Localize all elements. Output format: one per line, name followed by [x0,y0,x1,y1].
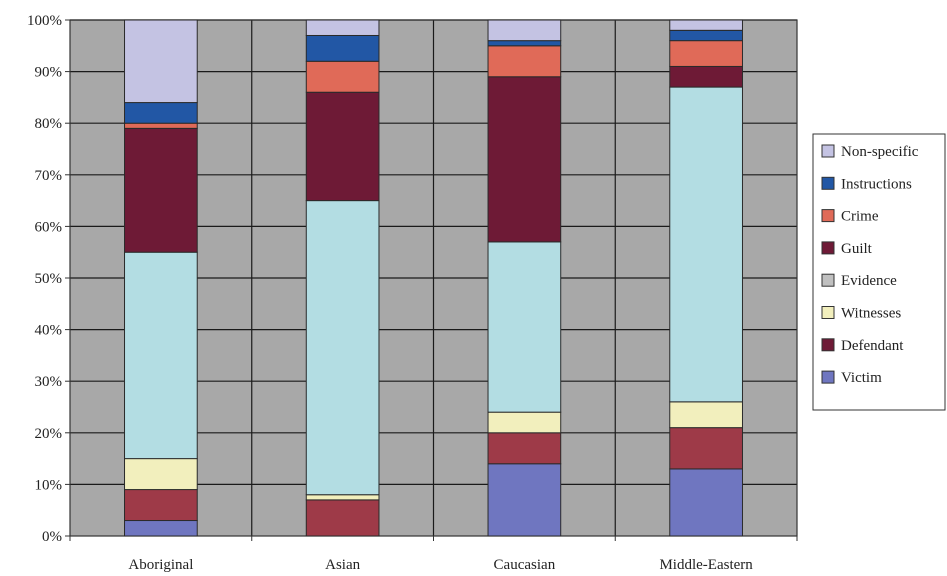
y-tick-label: 50% [35,271,63,287]
y-tick-label: 20% [35,426,63,442]
bar-segment-victim-caucasian [487,463,562,537]
bar-segment-defendant-asian [305,499,380,537]
bar-segment-guilt-aboriginal [124,127,198,253]
legend-label-witnesses: Witnesses [841,306,901,322]
y-tick-label: 70% [35,168,63,184]
legend: Non-specific Instructions Crime Guilt Eviden… [812,133,946,411]
y-tick-label: 40% [35,323,63,339]
bar-segment-guilt-asian [305,91,380,202]
legend-swatch-defendant [821,338,835,352]
y-tick-label: 0% [42,529,62,545]
bar-segment-evidence-aboriginal [124,251,198,460]
legend-box [812,133,946,411]
y-tick-label: 80% [35,116,63,132]
legend-swatch-guilt [821,241,835,255]
bar-segment-instructions-middle-eastern [669,29,743,42]
plot-area [69,19,798,537]
legend-swatch-victim [821,370,835,384]
y-tick-label: 10% [35,477,63,493]
legend-swatch-instructions [821,176,835,190]
bar-segment-crime-aboriginal [124,122,198,129]
bar-segment-witnesses-asian [305,494,380,501]
legend-swatch-evidence [821,273,835,287]
bar-segment-non-specific-middle-eastern [669,19,743,31]
legend-swatch-crime [821,209,835,223]
bar-segment-victim-middle-eastern [669,468,743,537]
bar-segment-instructions-aboriginal [124,102,198,124]
legend-label-defendant: Defendant [841,338,904,354]
y-tick-label: 100% [27,13,62,29]
y-axis: 0% 10% 20% 30% 40% 50% 60% 70% 80% 90% 100% [27,13,70,545]
bar-segment-witnesses-aboriginal [124,458,198,491]
legend-label-crime: Crime [841,209,879,225]
bar-segment-witnesses-caucasian [487,411,562,434]
legend-swatch-non-specific [821,144,835,158]
bar-segment-crime-caucasian [487,45,562,78]
bar-segment-witnesses-middle-eastern [669,401,743,429]
y-tick-label: 30% [35,374,63,390]
x-tick-label: Caucasian [494,557,556,573]
legend-swatch-witnesses [821,306,835,319]
bar-segment-evidence-caucasian [487,241,562,413]
bar-segment-evidence-asian [305,200,380,496]
y-tick-label: 60% [35,219,63,235]
bar-segment-instructions-caucasian [487,40,562,47]
x-axis: Aboriginal Asian Caucasian Middle-Eastern [69,536,798,573]
bar-segment-guilt-caucasian [487,76,562,243]
bar-segment-guilt-middle-eastern [669,65,743,88]
legend-label-evidence: Evidence [841,273,897,289]
x-tick-label: Asian [325,557,360,573]
bar-segment-evidence-middle-eastern [669,86,743,403]
bar-segment-instructions-asian [305,34,380,62]
legend-label-victim: Victim [841,370,882,386]
bar-segment-non-specific-caucasian [487,19,562,42]
legend-label-guilt: Guilt [841,241,873,257]
x-tick-label: Middle-Eastern [659,557,753,573]
bar-segment-victim-aboriginal [124,520,198,537]
bar-segment-non-specific-aboriginal [124,19,198,104]
legend-label-instructions: Instructions [841,176,912,192]
bar-segment-defendant-middle-eastern [669,427,743,470]
bar-segment-non-specific-asian [305,19,380,36]
bar-segment-defendant-aboriginal [124,489,198,522]
bar-segment-crime-asian [305,60,380,93]
bar-segment-crime-middle-eastern [669,40,743,67]
bar-segment-defendant-caucasian [487,432,562,465]
legend-label-non-specific: Non-specific [841,144,919,160]
y-tick-label: 90% [35,65,63,81]
x-tick-label: Aboriginal [128,557,193,573]
